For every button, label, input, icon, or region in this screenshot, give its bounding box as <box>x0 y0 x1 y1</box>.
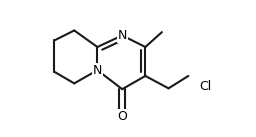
Text: Cl: Cl <box>199 80 211 93</box>
Text: N: N <box>93 64 102 77</box>
Text: O: O <box>117 110 127 123</box>
Text: N: N <box>118 29 127 42</box>
